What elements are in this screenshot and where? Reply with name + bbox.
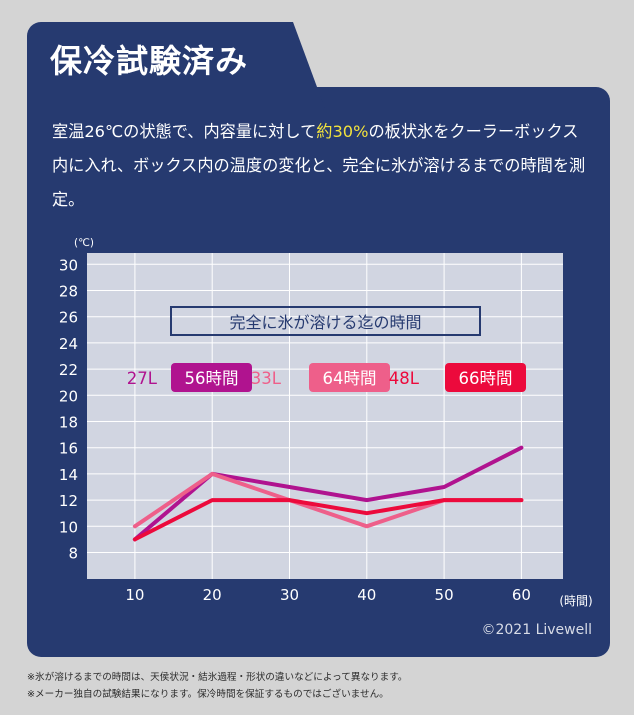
y-tick-label: 22 <box>59 361 78 379</box>
description-text-before: 室温26℃の状態で、内容量に対して <box>52 122 317 141</box>
y-tick-label: 16 <box>59 440 78 458</box>
x-tick-label: 60 <box>512 586 531 604</box>
description-text-after: の板状氷をクーラーボックス内に入れ、ボックス内の温度の変化と、完全に氷が溶けるま… <box>52 122 586 209</box>
footnotes: ※氷が溶けるまでの時間は、天侯状況・結氷過程・形状の違いなどによって異なります。… <box>27 670 407 703</box>
description-highlight: 約30% <box>316 122 369 141</box>
legend-badge-33L <box>309 363 390 392</box>
y-axis-unit: (℃) <box>74 237 94 249</box>
page-title: 保冷試験済み <box>50 42 249 80</box>
annotation-box <box>170 306 481 336</box>
y-tick-label: 24 <box>59 335 78 353</box>
test-description: 室温26℃の状態で、内容量に対して約30%の板状氷をクーラーボックス内に入れ、ボ… <box>52 115 592 217</box>
legend-time-27L: 56時間 <box>185 369 239 388</box>
x-tick-label: 10 <box>125 586 144 604</box>
footnote: ※氷が溶けるまでの時間は、天侯状況・結氷過程・形状の違いなどによって異なります。 <box>27 672 408 683</box>
legend-time-33L: 64時間 <box>323 369 377 388</box>
y-tick-label: 8 <box>68 545 78 563</box>
plot-area <box>87 253 563 579</box>
legend-label-27L: 27L <box>127 369 158 388</box>
y-tick-label: 26 <box>59 309 78 327</box>
x-tick-label: 30 <box>280 586 299 604</box>
y-tick-label: 14 <box>59 466 78 484</box>
x-tick-label: 20 <box>203 586 222 604</box>
x-tick-label: 50 <box>435 586 454 604</box>
y-tick-label: 10 <box>59 518 78 536</box>
legend-badge-27L <box>171 363 252 392</box>
title-tab <box>27 22 327 114</box>
legend-label-33L: 33L <box>251 369 282 388</box>
series-line-48L <box>132 498 524 542</box>
x-axis-unit: (時間) <box>559 594 592 608</box>
legend-time-48L: 66時間 <box>459 369 513 388</box>
y-tick-label: 12 <box>59 492 78 510</box>
annotation-title: 完全に氷が溶ける迄の時間 <box>229 313 421 332</box>
legend-label-48L: 48L <box>389 369 420 388</box>
y-tick-label: 20 <box>59 387 78 405</box>
y-tick-label: 30 <box>59 256 78 274</box>
copyright: ©2021 Livewell <box>481 622 592 638</box>
x-tick-label: 40 <box>357 586 376 604</box>
y-tick-label: 28 <box>59 283 78 301</box>
footnote: ※メーカー独自の試験結果になります。保冷時間を保証するものではございません。 <box>27 688 389 700</box>
y-tick-label: 18 <box>59 414 78 432</box>
legend-badge-48L <box>445 363 526 392</box>
